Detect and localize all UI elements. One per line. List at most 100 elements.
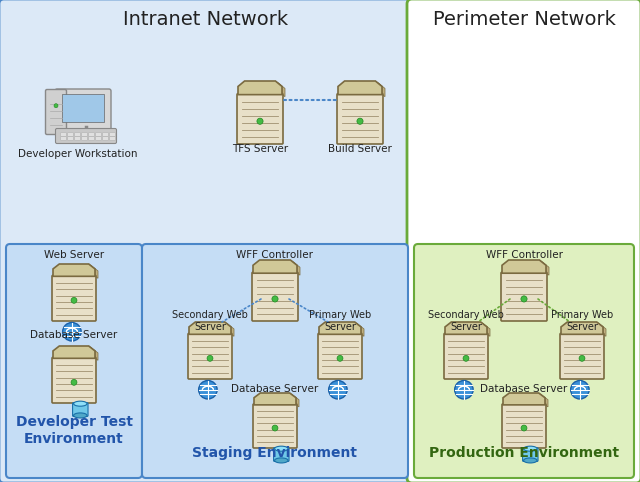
- FancyBboxPatch shape: [414, 244, 634, 478]
- Polygon shape: [561, 322, 603, 335]
- FancyBboxPatch shape: [96, 133, 101, 136]
- FancyBboxPatch shape: [6, 244, 142, 478]
- FancyBboxPatch shape: [89, 133, 94, 136]
- Text: Web Server: Web Server: [44, 250, 104, 260]
- Polygon shape: [53, 264, 95, 276]
- Text: Database Server: Database Server: [481, 384, 568, 394]
- FancyBboxPatch shape: [318, 334, 362, 379]
- Text: Developer Workstation: Developer Workstation: [19, 149, 138, 159]
- Polygon shape: [445, 322, 487, 335]
- Polygon shape: [319, 322, 361, 335]
- Circle shape: [579, 355, 585, 362]
- Text: Perimeter Network: Perimeter Network: [433, 10, 616, 29]
- Polygon shape: [503, 393, 545, 405]
- Circle shape: [521, 425, 527, 431]
- Text: Database Server: Database Server: [30, 330, 118, 340]
- Text: Production Environment: Production Environment: [429, 446, 619, 460]
- Circle shape: [357, 118, 363, 124]
- Polygon shape: [254, 393, 296, 405]
- Text: WFF Controller: WFF Controller: [486, 250, 563, 260]
- FancyBboxPatch shape: [75, 137, 80, 140]
- FancyBboxPatch shape: [252, 272, 298, 321]
- Polygon shape: [291, 260, 300, 275]
- Circle shape: [454, 380, 473, 399]
- Polygon shape: [355, 322, 364, 336]
- Circle shape: [272, 425, 278, 431]
- Circle shape: [329, 380, 347, 399]
- FancyBboxPatch shape: [188, 334, 232, 379]
- Circle shape: [198, 380, 217, 399]
- FancyBboxPatch shape: [407, 0, 640, 482]
- Text: Primary Web
Server: Primary Web Server: [309, 310, 371, 332]
- Circle shape: [71, 297, 77, 303]
- FancyBboxPatch shape: [337, 94, 383, 144]
- Circle shape: [571, 380, 589, 399]
- Polygon shape: [225, 322, 234, 336]
- Circle shape: [71, 379, 77, 385]
- Circle shape: [463, 355, 469, 362]
- Text: Intranet Network: Intranet Network: [124, 10, 289, 29]
- Polygon shape: [89, 346, 98, 361]
- Polygon shape: [290, 393, 299, 407]
- Text: Build Server: Build Server: [328, 144, 392, 154]
- Ellipse shape: [74, 401, 87, 406]
- Polygon shape: [275, 81, 285, 96]
- FancyBboxPatch shape: [82, 133, 87, 136]
- FancyBboxPatch shape: [61, 137, 67, 140]
- Polygon shape: [540, 260, 549, 275]
- Polygon shape: [89, 264, 98, 278]
- FancyBboxPatch shape: [142, 244, 408, 478]
- Text: Staging Environment: Staging Environment: [193, 446, 358, 460]
- Polygon shape: [338, 81, 382, 94]
- Circle shape: [63, 322, 81, 341]
- FancyBboxPatch shape: [61, 133, 67, 136]
- Ellipse shape: [275, 458, 288, 463]
- FancyBboxPatch shape: [502, 404, 546, 448]
- FancyBboxPatch shape: [89, 137, 94, 140]
- Circle shape: [207, 355, 213, 362]
- Ellipse shape: [524, 458, 537, 463]
- FancyBboxPatch shape: [56, 129, 116, 144]
- FancyBboxPatch shape: [82, 137, 87, 140]
- Polygon shape: [376, 81, 385, 96]
- Circle shape: [54, 104, 58, 107]
- FancyBboxPatch shape: [237, 94, 283, 144]
- FancyBboxPatch shape: [72, 402, 88, 416]
- Ellipse shape: [74, 413, 87, 418]
- Polygon shape: [596, 322, 606, 336]
- FancyBboxPatch shape: [109, 133, 115, 136]
- FancyBboxPatch shape: [0, 0, 413, 482]
- Text: Database Server: Database Server: [232, 384, 319, 394]
- FancyBboxPatch shape: [68, 137, 74, 140]
- Polygon shape: [481, 322, 490, 336]
- FancyBboxPatch shape: [501, 272, 547, 321]
- FancyBboxPatch shape: [273, 448, 289, 461]
- Text: TFS Server: TFS Server: [232, 144, 288, 154]
- FancyBboxPatch shape: [68, 133, 74, 136]
- Polygon shape: [253, 260, 297, 273]
- FancyBboxPatch shape: [560, 334, 604, 379]
- FancyBboxPatch shape: [96, 137, 101, 140]
- Polygon shape: [238, 81, 282, 94]
- Text: Secondary Web
Server: Secondary Web Server: [428, 310, 504, 332]
- FancyBboxPatch shape: [109, 137, 115, 140]
- Text: Developer Test
Environment: Developer Test Environment: [15, 415, 132, 446]
- FancyBboxPatch shape: [444, 334, 488, 379]
- Ellipse shape: [524, 446, 537, 451]
- Polygon shape: [539, 393, 548, 407]
- Circle shape: [521, 296, 527, 302]
- FancyBboxPatch shape: [52, 275, 96, 321]
- FancyBboxPatch shape: [253, 404, 297, 448]
- Circle shape: [272, 296, 278, 302]
- Circle shape: [257, 118, 263, 124]
- FancyBboxPatch shape: [52, 357, 96, 403]
- Text: WFF Controller: WFF Controller: [237, 250, 314, 260]
- Text: Secondary Web
Server: Secondary Web Server: [172, 310, 248, 332]
- FancyBboxPatch shape: [45, 90, 67, 134]
- Ellipse shape: [275, 446, 288, 451]
- Polygon shape: [502, 260, 546, 273]
- FancyBboxPatch shape: [523, 448, 538, 461]
- Text: Primary Web
Server: Primary Web Server: [551, 310, 613, 332]
- FancyBboxPatch shape: [102, 133, 108, 136]
- Polygon shape: [189, 322, 231, 335]
